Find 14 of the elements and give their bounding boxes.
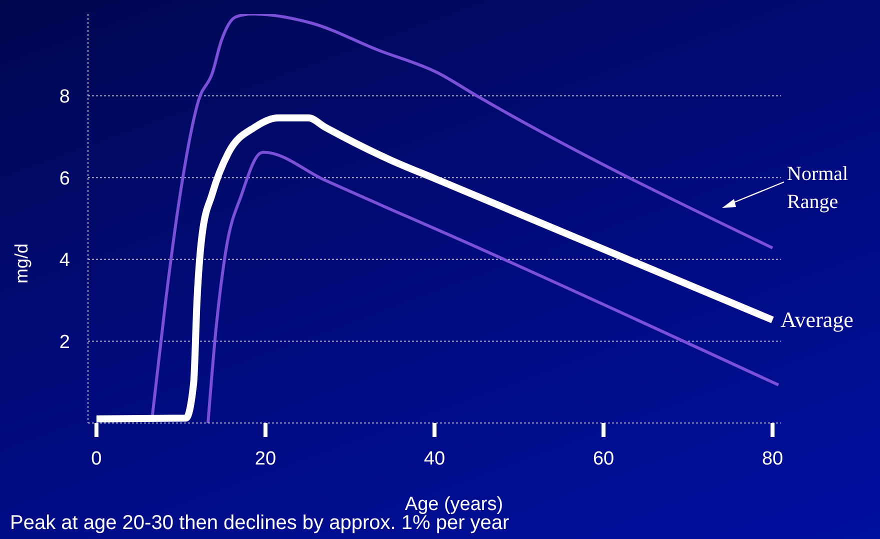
y-tick-label: 8: [59, 86, 70, 108]
series-label: Average: [780, 306, 854, 332]
x-axis-title: Age (years): [404, 494, 504, 515]
x-tick-label: 80: [762, 448, 784, 470]
x-tick-label: 20: [254, 448, 276, 470]
x-tick-label: 60: [592, 448, 614, 470]
y-tick-label: 4: [59, 250, 70, 272]
line-series: [206, 150, 780, 423]
y-tick-label: 6: [59, 168, 70, 190]
x-tick-label: 0: [91, 448, 102, 470]
x-tick-label: 40: [424, 448, 446, 470]
y-axis-title: mg/d: [12, 243, 32, 284]
text: Normal Range: [787, 162, 850, 215]
y-tick-label: 2: [59, 332, 70, 353]
